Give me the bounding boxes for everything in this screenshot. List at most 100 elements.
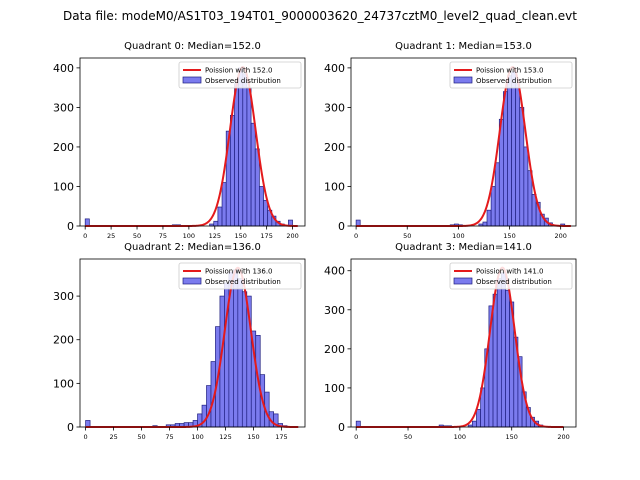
histogram-bar [515, 83, 521, 227]
x-tick-label: 150 [235, 232, 247, 240]
x-tick-label: 0 [84, 433, 88, 441]
histogram-bar [519, 107, 525, 227]
histogram-bar [486, 209, 492, 227]
histogram-bar [494, 162, 500, 227]
x-tick-label: 50 [403, 232, 411, 240]
subplot-quadrant-2: Quadrant 2: Median=136.0 0 25 50 75 100 125 150… [53, 242, 306, 441]
x-tick-label: 100 [454, 433, 466, 441]
subplot-quadrant-3: Quadrant 3: Median=141.0 0 50 100 150 200 0 100… [324, 242, 577, 441]
x-tick-label: 125 [219, 433, 231, 441]
legend-bar-swatch [182, 277, 202, 285]
y-tick-label: 300 [53, 101, 74, 114]
x-tick-label: 100 [183, 232, 195, 240]
histogram-bar [490, 186, 496, 227]
x-tick-label: 200 [554, 232, 566, 240]
histogram-bar [503, 91, 508, 227]
x-tick-label: 175 [275, 433, 287, 441]
x-tick-label: 50 [137, 433, 145, 441]
y-tick-label: 200 [53, 141, 74, 154]
histogram-bar [500, 272, 506, 428]
subplot-title: Quadrant 1: Median=153.0 [395, 41, 532, 52]
y-tick-label: 400 [324, 265, 345, 278]
histogram-bar [511, 71, 517, 227]
y-tick-label: 0 [67, 220, 74, 233]
histogram-bar [233, 269, 239, 428]
histogram-bar [476, 409, 481, 428]
legend-bar-label: Observed distribution [476, 77, 552, 85]
axes-frame [79, 57, 306, 227]
legend-box [178, 61, 302, 89]
histogram-bar [213, 220, 219, 227]
subplot-title: Quadrant 2: Median=136.0 [124, 242, 261, 253]
legend-line-label: Poission with 153.0 [476, 67, 544, 75]
legend-box [449, 61, 573, 89]
x-tick-label: 0 [354, 232, 358, 240]
legend: Poission with 153.0 Observed distribution [449, 61, 573, 89]
legend-bar-label: Observed distribution [205, 278, 281, 286]
legend: Poission with 152.0 Observed distribution [178, 61, 302, 89]
y-tick-label: 100 [53, 180, 74, 193]
x-tick-label: 75 [159, 232, 167, 240]
histogram-bar [246, 87, 252, 227]
x-tick-label: 50 [404, 433, 412, 441]
legend-bar-label: Observed distribution [205, 77, 281, 85]
x-tick-label: 25 [109, 433, 117, 441]
histogram-bar [263, 199, 269, 227]
subplot-quadrant-1: Quadrant 1: Median=153.0 0 50 100 150 200 0 100… [324, 41, 577, 240]
histogram-bar [237, 278, 243, 428]
y-tick-label: 100 [324, 382, 345, 395]
x-tick-label: 150 [506, 433, 518, 441]
x-tick-label: 25 [107, 232, 115, 240]
legend-bar-swatch [453, 76, 473, 84]
subplot-title: Quadrant 3: Median=141.0 [395, 242, 532, 253]
legend-bar-swatch [453, 277, 473, 285]
y-tick-label: 0 [338, 421, 345, 434]
histogram-bar [505, 289, 510, 428]
legend: Poission with 141.0 Observed distribution [449, 262, 573, 290]
histogram-bar [238, 67, 244, 227]
histogram-bar [250, 122, 256, 227]
y-tick-label: 200 [324, 141, 345, 154]
y-tick-label: 0 [67, 421, 74, 434]
histogram-bar [242, 73, 248, 227]
legend-box [178, 262, 302, 290]
histogram-bar [471, 420, 477, 428]
x-tick-label: 75 [165, 433, 173, 441]
histogram-bar [496, 278, 502, 428]
histogram-bar [241, 291, 248, 428]
x-tick-label: 150 [247, 433, 259, 441]
x-tick-label: 0 [354, 433, 358, 441]
y-tick-label: 300 [324, 304, 345, 317]
legend: Poission with 136.0 Observed distribution [178, 262, 302, 290]
x-tick-label: 200 [557, 433, 569, 441]
y-tick-label: 300 [53, 290, 74, 303]
y-tick-label: 0 [338, 220, 345, 233]
legend-box [449, 262, 573, 290]
histogram-bar [507, 75, 512, 227]
y-tick-label: 100 [324, 180, 345, 193]
y-tick-label: 200 [53, 334, 74, 347]
axes-frame [350, 57, 577, 227]
histogram-bar [234, 83, 239, 227]
histogram-bar [206, 385, 212, 428]
legend-line-label: Poission with 141.0 [476, 268, 544, 276]
histogram-bar [254, 148, 260, 227]
x-tick-label: 50 [133, 232, 141, 240]
legend-bar-swatch [182, 76, 202, 84]
histogram-bar [482, 221, 488, 227]
x-tick-label: 175 [260, 232, 272, 240]
axes-frame [79, 258, 306, 428]
x-tick-label: 100 [452, 232, 464, 240]
figure-suptitle: Data file: modeM0/AS1T03_194T01_90000036… [63, 9, 577, 23]
histogram-bar [221, 182, 227, 227]
subplot-title: Quadrant 0: Median=152.0 [124, 41, 261, 52]
y-tick-label: 300 [324, 101, 345, 114]
histogram-bar [523, 146, 529, 227]
histogram-bar [259, 186, 264, 227]
x-tick-label: 0 [83, 232, 87, 240]
y-tick-label: 400 [53, 62, 74, 75]
subplot-grid: Quadrant 0: Median=152.0 0 25 50 75 100 125 150… [53, 41, 577, 441]
histogram-bar [229, 114, 235, 227]
histogram-bar [84, 218, 90, 227]
histogram-bar [492, 293, 498, 428]
